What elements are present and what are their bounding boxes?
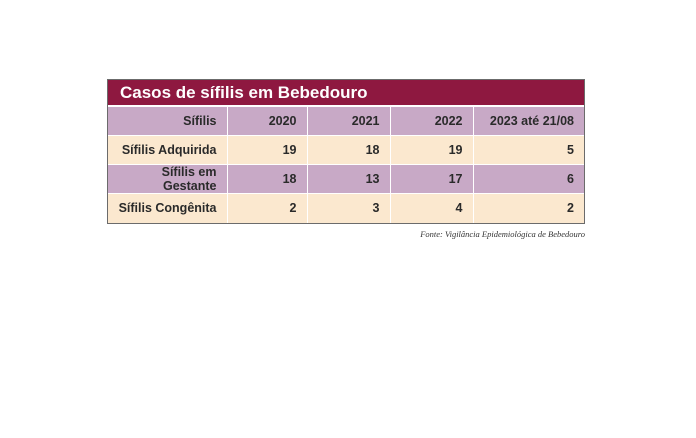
- cell: 13: [306, 164, 390, 194]
- cell: 5: [472, 135, 584, 165]
- cell: 2021: [306, 106, 390, 136]
- data-row: Sífilis Adquirida 19 18 19 5: [108, 135, 584, 165]
- data-row: Sífilis Congênita 2 3 4 2: [108, 193, 584, 223]
- data-row: Sífilis em Gestante 18 13 17 6: [108, 164, 584, 194]
- cell: 2020: [226, 106, 307, 136]
- row-label: Sífilis em Gestante: [108, 164, 227, 194]
- row-label: Sífilis: [108, 106, 227, 136]
- cell: 17: [389, 164, 473, 194]
- data-table: Sífilis 2020 2021 2022 2023 até 21/08 Sífilis…: [108, 106, 584, 223]
- source-note: Fonte: Vigilância Epidemiológica de Bebe…: [420, 229, 585, 239]
- row-label: Sífilis Adquirida: [108, 135, 227, 165]
- header-row: Sífilis 2020 2021 2022 2023 até 21/08: [108, 106, 584, 136]
- cell: 18: [226, 164, 307, 194]
- table-title: Casos de sífilis em Bebedouro: [108, 80, 584, 106]
- cell: 2: [226, 193, 307, 223]
- cell: 2022: [389, 106, 473, 136]
- cell: 3: [306, 193, 390, 223]
- cell: 6: [472, 164, 584, 194]
- cell: 4: [389, 193, 473, 223]
- cell: 2023 até 21/08: [472, 106, 584, 136]
- cell: 19: [389, 135, 473, 165]
- cell: 18: [306, 135, 390, 165]
- cell: 19: [226, 135, 307, 165]
- table-card: Casos de sífilis em Bebedouro Sífilis 202…: [107, 79, 585, 224]
- row-label: Sífilis Congênita: [108, 193, 227, 223]
- cell: 2: [472, 193, 584, 223]
